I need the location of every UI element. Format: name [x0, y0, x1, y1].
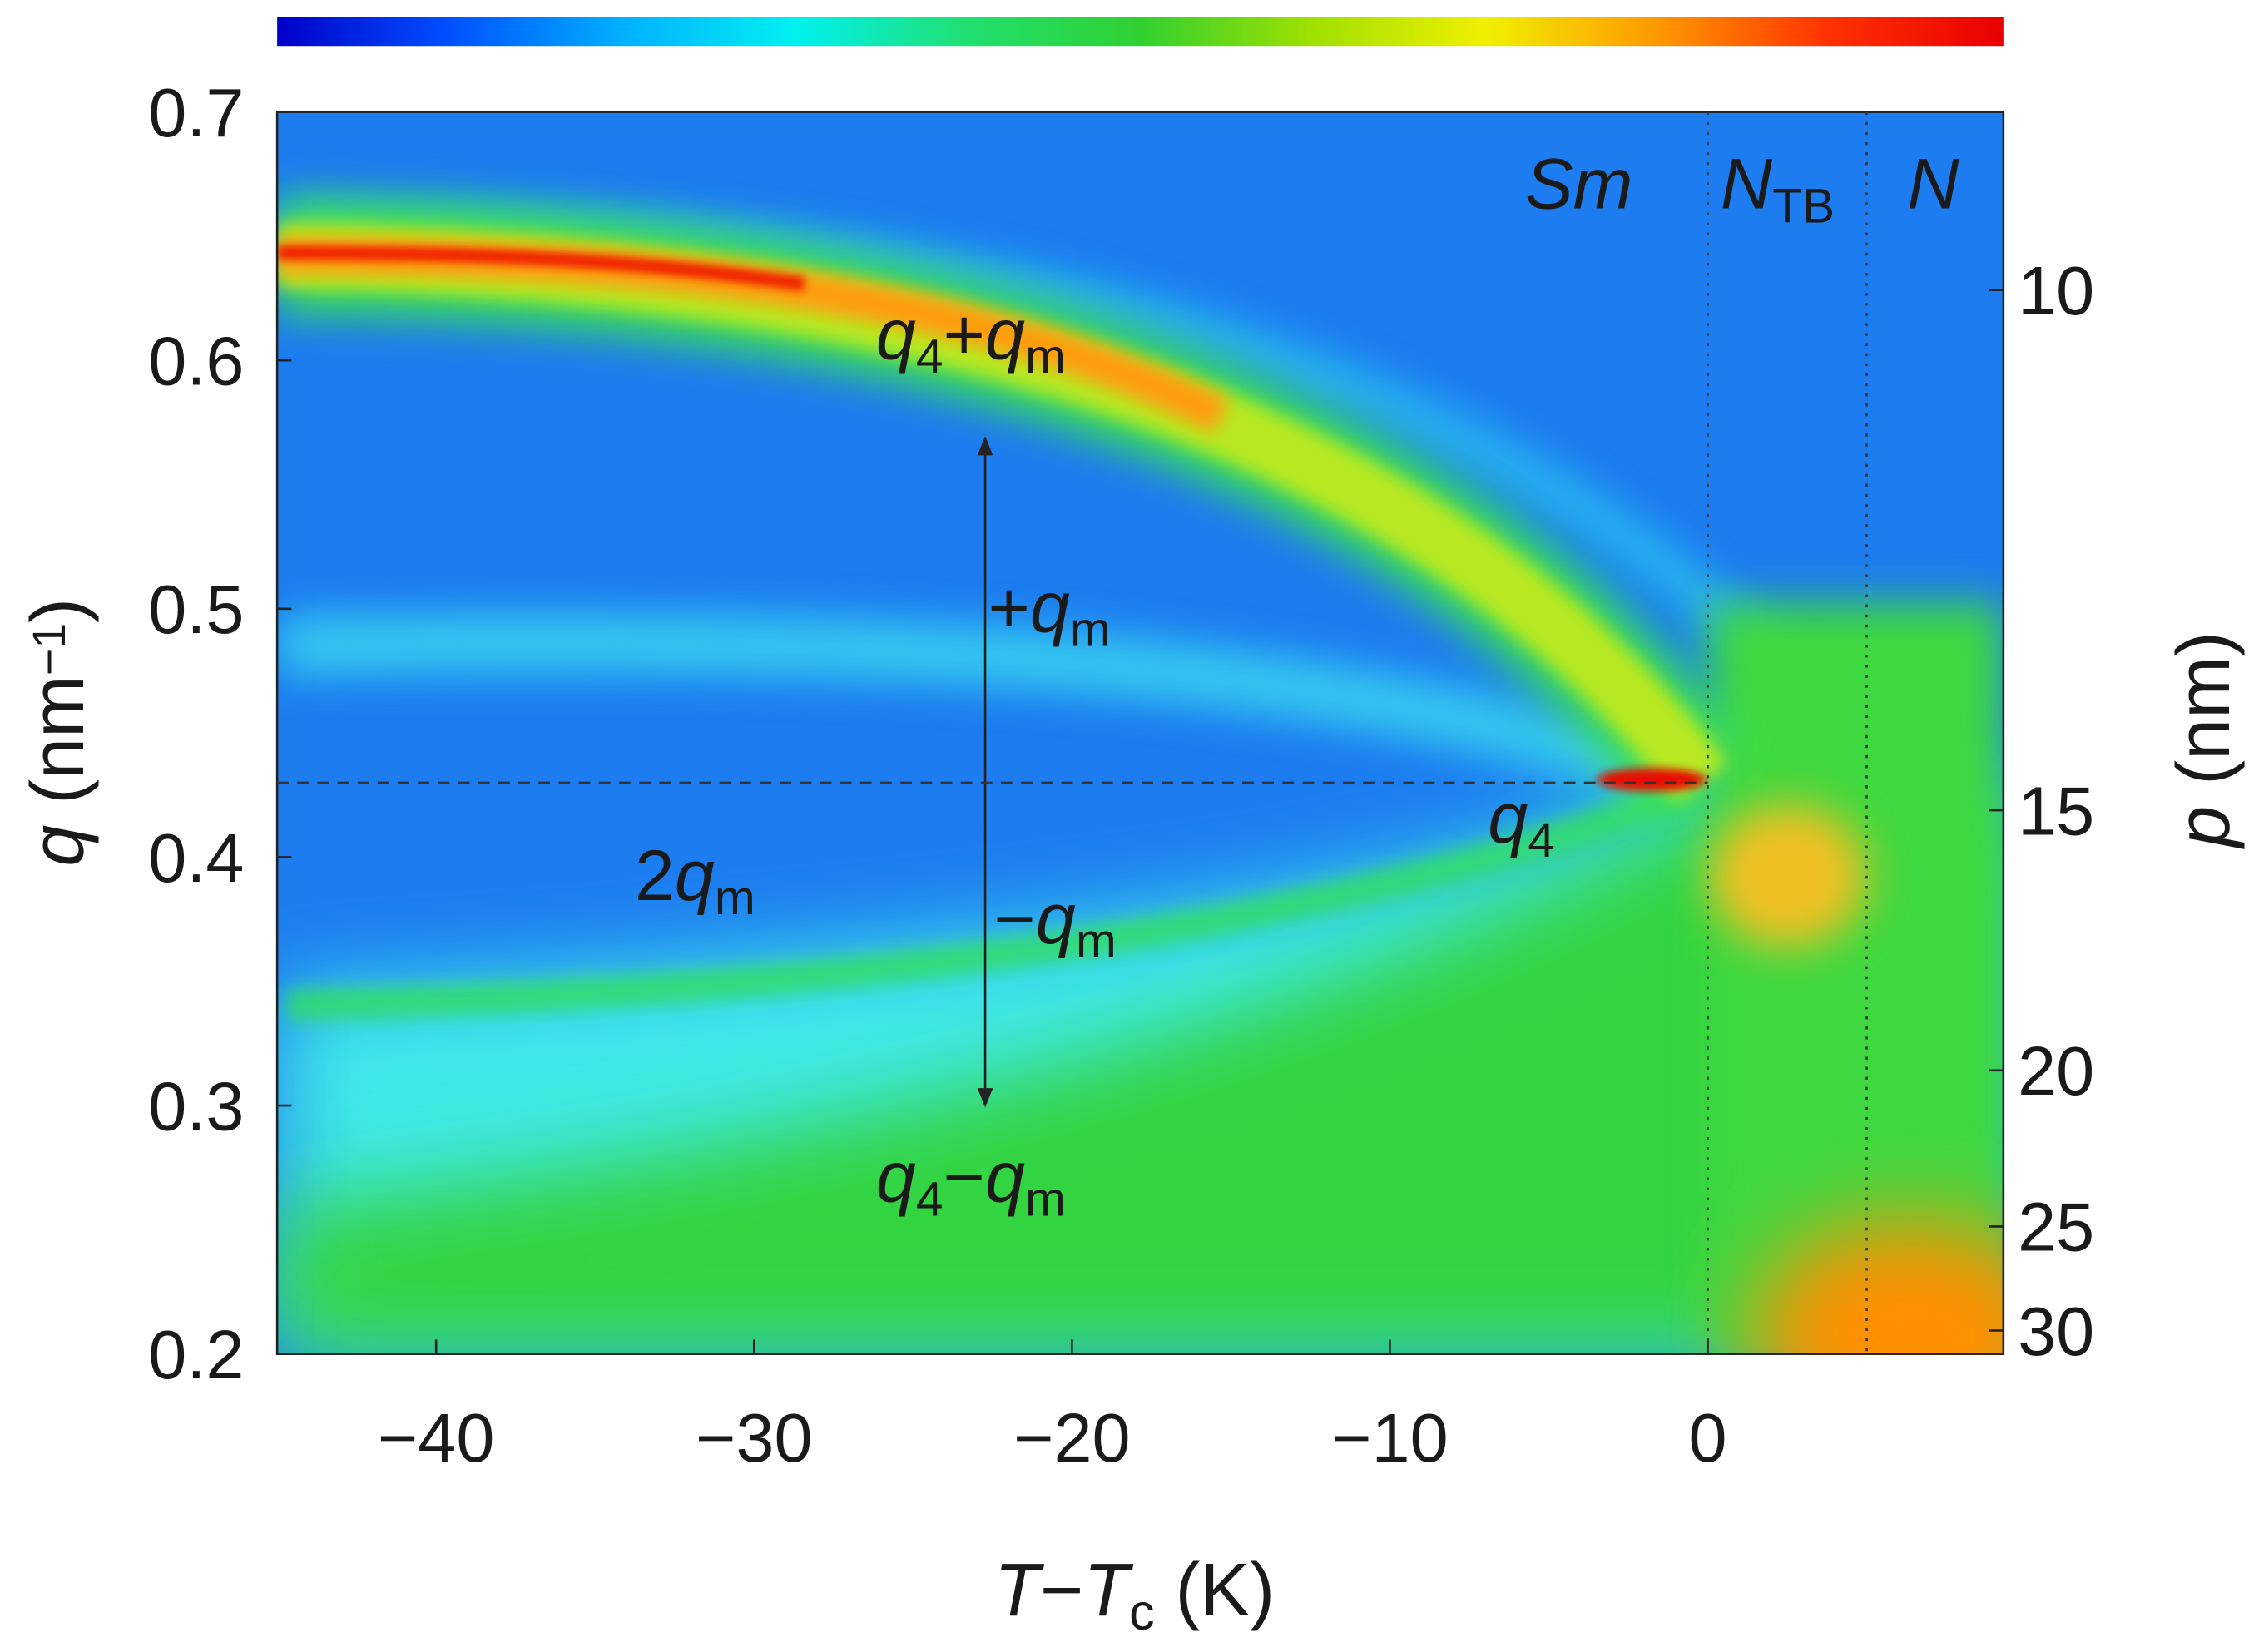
text-part: −: [1040, 1549, 1083, 1632]
text-part: −1: [23, 623, 75, 675]
y-axis-label: q (nm−1): [17, 598, 100, 867]
heatmap: [277, 111, 2004, 1354]
text-part: q: [1030, 567, 1070, 647]
y-tick-label: 0.2: [148, 1316, 244, 1393]
text-part: ): [17, 598, 100, 623]
text-part: m: [1025, 1172, 1066, 1226]
text-part: (nm): [2162, 631, 2246, 805]
annotation: −qm: [993, 879, 1116, 968]
plot-frame: [275, 111, 2005, 1355]
y2-tick-label: 25: [2018, 1189, 2094, 1266]
text-part: Sm: [1525, 144, 1632, 224]
text-part: (K): [1155, 1549, 1276, 1632]
y2-axis-label: p (nm): [2162, 631, 2246, 849]
text-part: q: [1036, 879, 1076, 959]
text-part: N: [1907, 144, 1959, 224]
annotation: N: [1907, 144, 1959, 224]
annotation: q4: [1488, 779, 1555, 868]
text-part: q: [985, 295, 1025, 375]
text-part: c: [1129, 1584, 1155, 1640]
text-part: q: [876, 1138, 916, 1218]
annotation: 2qm: [635, 836, 755, 925]
text-part: m: [715, 871, 755, 925]
text-part: T: [994, 1549, 1045, 1632]
text-part: +: [944, 295, 985, 375]
text-part: m: [1076, 914, 1117, 968]
text-part: N: [1721, 144, 1773, 224]
annotation: Sm: [1525, 144, 1632, 224]
y-tick-label: 0.4: [148, 819, 244, 897]
heatmap-region: [277, 804, 2004, 1354]
text-part: T: [1083, 1549, 1134, 1632]
y-tick-label: 0.7: [148, 74, 244, 151]
text-part: 2: [635, 836, 675, 916]
annotation: q4−qm: [876, 1138, 1066, 1227]
text-part: q: [876, 295, 916, 375]
text-part: −: [944, 1138, 985, 1218]
y-tick-label: 0.6: [148, 323, 244, 400]
text-part: −: [993, 879, 1035, 959]
x-tick-label: 0: [1688, 1399, 1726, 1476]
x-tick-label: −10: [1331, 1399, 1449, 1476]
y2-tick-label: 15: [2018, 772, 2094, 849]
annotation: NTB: [1721, 144, 1835, 233]
heatmap-spot: [1597, 768, 1707, 792]
heatmap-band: [277, 614, 1704, 810]
y2-tick-label: 10: [2018, 252, 2094, 329]
text-part: q: [17, 825, 100, 867]
x-tick-label: −40: [378, 1399, 495, 1476]
x-axis-label: T−Tc (K): [994, 1549, 1275, 1640]
annotation: q4+qm: [876, 295, 1066, 384]
heatmap-spot: [1709, 804, 1867, 948]
y-tick-label: 0.5: [148, 571, 244, 648]
heatmap-band: [277, 245, 805, 292]
text-part: 4: [1528, 814, 1555, 868]
text-part: p: [2162, 806, 2246, 850]
text-part: TB: [1772, 179, 1835, 233]
heatmap-spot: [1751, 1220, 2004, 1354]
y-tick-label: 0.3: [148, 1067, 244, 1145]
x-tick-label: −30: [696, 1399, 813, 1476]
x-tick-label: −20: [1013, 1399, 1131, 1476]
annotation: +qm: [988, 567, 1111, 656]
heatmap-band: [286, 774, 1701, 1021]
text-part: 4: [916, 329, 944, 383]
text-part: m: [1070, 602, 1111, 656]
text-part: +: [988, 567, 1030, 647]
text-part: m: [1025, 329, 1066, 383]
text-part: q: [985, 1138, 1025, 1218]
text-part: q: [1488, 779, 1528, 858]
y2-tick-label: 30: [2018, 1293, 2094, 1370]
text-part: 4: [916, 1172, 944, 1226]
text-part: (nm: [17, 675, 100, 825]
colorbar: [277, 17, 2004, 47]
text-part: q: [675, 836, 715, 916]
y2-tick-label: 20: [2018, 1032, 2094, 1110]
